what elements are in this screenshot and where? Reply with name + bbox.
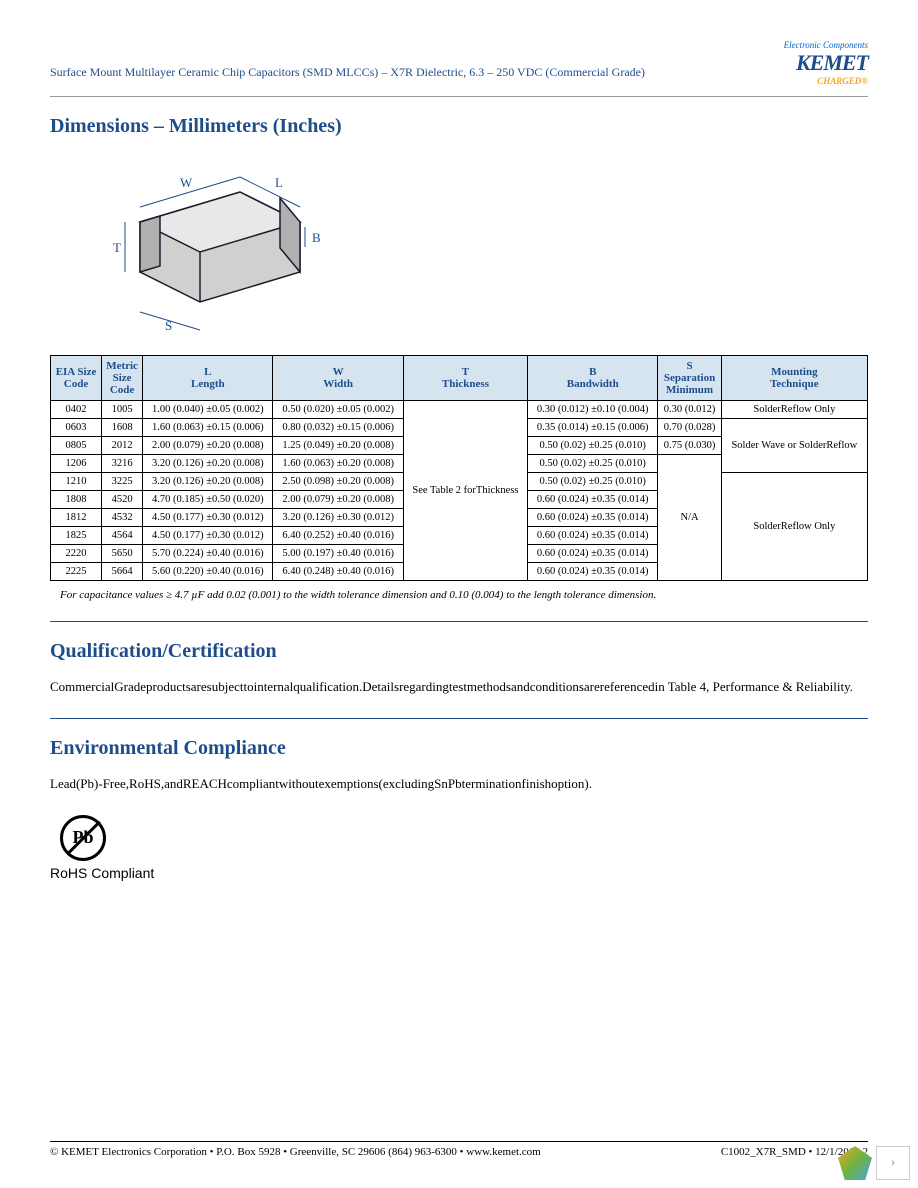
table-cell: 2012	[102, 437, 143, 455]
table-cell: 0.75 (0.030)	[658, 437, 721, 455]
table-cell: 0.60 (0.024) ±0.35 (0.014)	[528, 527, 658, 545]
dimensions-table: EIA SizeCode MetricSizeCode LLength WWid…	[50, 355, 868, 581]
mounting-reflow-cell: SolderReflow Only	[721, 473, 867, 581]
chip-diagram: W L T B S	[80, 152, 868, 337]
table-cell: 0.50 (0.02) ±0.25 (0.010)	[528, 473, 658, 491]
page-header: Surface Mount Multilayer Ceramic Chip Ca…	[50, 40, 868, 86]
table-cell: 3225	[102, 473, 143, 491]
col-eia: EIA SizeCode	[51, 356, 102, 401]
rohs-compliant-text: RoHS Compliant	[50, 865, 154, 881]
table-row: 040210051.00 (0.040) ±0.05 (0.002)0.50 (…	[51, 401, 868, 419]
table-cell: 4520	[102, 491, 143, 509]
table-cell: 0.70 (0.028)	[658, 419, 721, 437]
environmental-text: Lead(Pb)-Free,RoHS,andREACHcompliantwith…	[50, 774, 868, 795]
logo-tagline-top: Electronic Components	[784, 40, 868, 50]
table-cell: 0.50 (0.02) ±0.25 (0.010)	[528, 455, 658, 473]
page-footer: © KEMET Electronics Corporation • P.O. B…	[50, 1141, 868, 1158]
table-cell: 1808	[51, 491, 102, 509]
table-cell: 5.70 (0.224) ±0.40 (0.016)	[143, 545, 273, 563]
table-cell: 3.20 (0.126) ±0.20 (0.008)	[143, 473, 273, 491]
table-cell: 6.40 (0.252) ±0.40 (0.016)	[273, 527, 403, 545]
table-cell: 2220	[51, 545, 102, 563]
section-title-environmental: Environmental Compliance	[50, 737, 868, 760]
col-width: WWidth	[273, 356, 403, 401]
table-cell: 0.60 (0.024) ±0.35 (0.014)	[528, 491, 658, 509]
dim-label-S: S	[165, 318, 172, 332]
qualification-text: CommercialGradeproductsaresubjecttointer…	[50, 677, 868, 698]
col-bandwidth: BBandwidth	[528, 356, 658, 401]
table-cell: 4532	[102, 509, 143, 527]
table-cell: 0.60 (0.024) ±0.35 (0.014)	[528, 563, 658, 581]
table-cell: 6.40 (0.248) ±0.40 (0.016)	[273, 563, 403, 581]
table-cell: 0.60 (0.024) ±0.35 (0.014)	[528, 509, 658, 527]
table-cell: 4564	[102, 527, 143, 545]
table-cell: 4.70 (0.185) ±0.50 (0.020)	[143, 491, 273, 509]
table-cell: 4.50 (0.177) ±0.30 (0.012)	[143, 509, 273, 527]
table-cell: 5.00 (0.197) ±0.40 (0.016)	[273, 545, 403, 563]
col-mounting: MountingTechnique	[721, 356, 867, 401]
table-cell: 2.00 (0.079) ±0.20 (0.008)	[143, 437, 273, 455]
table-cell: 5650	[102, 545, 143, 563]
table-cell: 3216	[102, 455, 143, 473]
dim-label-W: W	[180, 175, 193, 190]
table-cell: 2.50 (0.098) ±0.20 (0.008)	[273, 473, 403, 491]
table-cell: 0603	[51, 419, 102, 437]
table-cell: 0.80 (0.032) ±0.15 (0.006)	[273, 419, 403, 437]
dim-label-L: L	[275, 175, 283, 190]
thickness-span-cell: See Table 2 forThickness	[403, 401, 527, 581]
table-cell: 1.60 (0.063) ±0.20 (0.008)	[273, 455, 403, 473]
table-cell: 1825	[51, 527, 102, 545]
table-cell: 1.00 (0.040) ±0.05 (0.002)	[143, 401, 273, 419]
table-cell: 1206	[51, 455, 102, 473]
table-cell: 0.30 (0.012) ±0.10 (0.004)	[528, 401, 658, 419]
col-separation: SSeparationMinimum	[658, 356, 721, 401]
table-cell: 1812	[51, 509, 102, 527]
table-cell: 0402	[51, 401, 102, 419]
section-divider	[50, 718, 868, 719]
table-cell: 1210	[51, 473, 102, 491]
page: Surface Mount Multilayer Ceramic Chip Ca…	[0, 0, 918, 1188]
viewer-logo-icon	[838, 1146, 872, 1180]
section-divider	[50, 621, 868, 622]
table-cell: 0805	[51, 437, 102, 455]
section-title-dimensions: Dimensions – Millimeters (Inches)	[50, 115, 868, 138]
table-cell: 1.60 (0.063) ±0.15 (0.006)	[143, 419, 273, 437]
table-cell: 5.60 (0.220) ±0.40 (0.016)	[143, 563, 273, 581]
section-title-qualification: Qualification/Certification	[50, 640, 868, 663]
table-cell: 0.60 (0.024) ±0.35 (0.014)	[528, 545, 658, 563]
table-cell: 0.50 (0.02) ±0.25 (0.010)	[528, 437, 658, 455]
separation-na-cell: N/A	[658, 455, 721, 581]
viewer-widget: ›	[838, 1146, 910, 1180]
pb-free-icon: Pb	[60, 815, 106, 861]
rohs-badge: Pb RoHS Compliant	[50, 815, 868, 881]
doc-title: Surface Mount Multilayer Ceramic Chip Ca…	[50, 40, 645, 80]
dim-label-B: B	[312, 230, 321, 245]
table-cell: 3.20 (0.126) ±0.20 (0.008)	[143, 455, 273, 473]
footer-left: © KEMET Electronics Corporation • P.O. B…	[50, 1146, 541, 1158]
table-cell: 1.25 (0.049) ±0.20 (0.008)	[273, 437, 403, 455]
table-cell: 3.20 (0.126) ±0.30 (0.012)	[273, 509, 403, 527]
table-cell: 2225	[51, 563, 102, 581]
table-cell: 2.00 (0.079) ±0.20 (0.008)	[273, 491, 403, 509]
header-divider	[50, 96, 868, 97]
table-cell: 0.50 (0.020) ±0.05 (0.002)	[273, 401, 403, 419]
brand-logo: Electronic Components KEMET CHARGED®	[784, 40, 868, 86]
table-cell: 1608	[102, 419, 143, 437]
dim-label-T: T	[113, 240, 121, 255]
table-cell: 4.50 (0.177) ±0.30 (0.012)	[143, 527, 273, 545]
col-length: LLength	[143, 356, 273, 401]
table-cell: 0.35 (0.014) ±0.15 (0.006)	[528, 419, 658, 437]
table-cell: 0.30 (0.012)	[658, 401, 721, 419]
logo-brand-name: KEMET	[784, 50, 868, 76]
next-page-button[interactable]: ›	[876, 1146, 910, 1180]
table-cell: SolderReflow Only	[721, 401, 867, 419]
logo-tagline-sub: CHARGED®	[784, 76, 868, 86]
mounting-wave-cell: Solder Wave or SolderReflow	[721, 419, 867, 473]
col-metric: MetricSizeCode	[102, 356, 143, 401]
col-thickness: TThickness	[403, 356, 527, 401]
table-cell: 5664	[102, 563, 143, 581]
table-footnote: For capacitance values ≥ 4.7 µF add 0.02…	[50, 589, 868, 601]
table-cell: 1005	[102, 401, 143, 419]
